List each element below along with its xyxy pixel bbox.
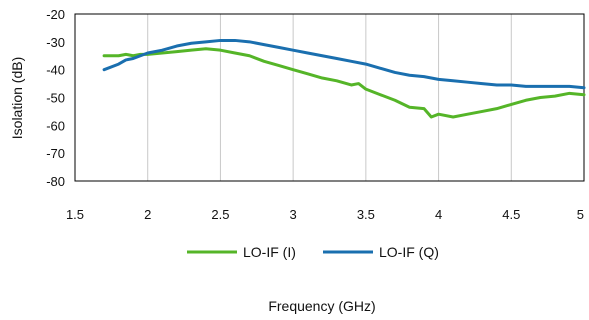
plot-border (74, 13, 585, 182)
x-tick-label: 3 (290, 207, 297, 222)
legend: LO-IF (I) LO-IF (Q) (187, 244, 439, 260)
y-tick-label: -30 (46, 35, 65, 50)
y-tick-label: -20 (46, 7, 65, 22)
series-line-lo-if-i (102, 47, 586, 119)
x-tick-label: 4 (435, 207, 442, 222)
series-line-lo-if-q (102, 38, 586, 90)
y-tick-label: -50 (46, 91, 65, 106)
legend-label-lo-if-q: LO-IF (Q) (379, 244, 439, 260)
y-tick-label: -40 (46, 63, 65, 78)
x-tick-label: 4.5 (502, 207, 520, 222)
x-tick-label: 1.5 (66, 207, 84, 222)
y-tick-label: -60 (46, 118, 65, 133)
y-tick-label: -70 (46, 146, 65, 161)
y-tick-label: -80 (46, 174, 65, 189)
plot-area (75, 14, 584, 181)
x-axis-title: Frequency (GHz) (268, 298, 375, 314)
legend-label-lo-if-i: LO-IF (I) (243, 244, 296, 260)
y-axis-ticks: -20 -30 -40 -50 -60 -70 -80 (46, 7, 65, 189)
x-tick-label: 2.5 (211, 207, 229, 222)
x-tick-label: 2 (144, 207, 151, 222)
x-axis-ticks: 1.5 2 2.5 3 3.5 4 4.5 5 (66, 207, 584, 222)
y-axis-title: Isolation (dB) (9, 57, 25, 139)
x-tick-label: 5 (577, 207, 584, 222)
data-series (102, 38, 586, 119)
plot-background (75, 14, 584, 181)
x-tick-label: 3.5 (357, 207, 375, 222)
plot-frame (74, 13, 585, 182)
